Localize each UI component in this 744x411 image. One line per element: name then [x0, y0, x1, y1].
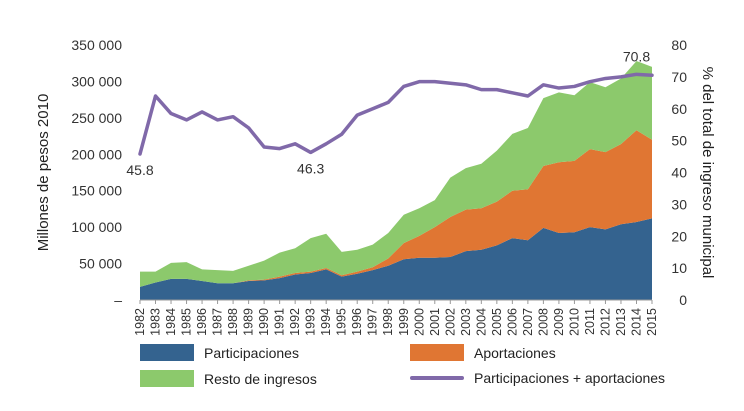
- area-series-participaciones: [140, 218, 652, 300]
- x-tick-label: 2014: [629, 308, 643, 336]
- legend: Participaciones Aportaciones Resto de in…: [140, 340, 700, 400]
- x-tick-label: 1987: [211, 308, 225, 336]
- x-tick-label: 1991: [273, 308, 287, 336]
- y-axis-title-left: Millones de pesos 2010: [35, 94, 52, 252]
- x-tick-label: 1982: [133, 308, 147, 336]
- y-tick-label-left: 300 000: [71, 73, 122, 89]
- y-tick-label-right: 30: [671, 196, 687, 212]
- x-tick-label: 1999: [397, 308, 411, 336]
- x-tick-label: 2000: [412, 308, 426, 336]
- legend-label-resto: Resto de ingresos: [204, 370, 317, 387]
- x-tick-label: 1990: [257, 308, 271, 336]
- y-tick-label-left: 150 000: [71, 183, 122, 199]
- annotation-label: 45.8: [126, 162, 153, 178]
- x-tick-label: 2015: [645, 308, 659, 336]
- x-tick-label: 1993: [304, 308, 318, 336]
- annotation-label: 46.3: [297, 160, 324, 176]
- y-tick-label-right: 80: [671, 37, 687, 53]
- y-tick-label-left: 100 000: [71, 219, 122, 235]
- y-axis-title-right: % del total de ingreso municipal: [699, 67, 716, 279]
- legend-swatch-aportaciones: [410, 344, 464, 361]
- x-tick-label: 2013: [614, 308, 628, 336]
- annotation-label: 70.8: [623, 48, 650, 64]
- legend-swatch-suma: [410, 376, 464, 380]
- area-series-aportaciones: [140, 130, 652, 287]
- x-tick-label: 1986: [195, 308, 209, 336]
- x-tick-label: 2007: [521, 308, 535, 336]
- legend-label-participaciones: Participaciones: [204, 344, 299, 361]
- x-tick-label: 2011: [583, 308, 597, 335]
- legend-swatch-resto: [140, 370, 194, 387]
- area-series-resto-de-ingresos: [140, 61, 652, 287]
- legend-item-resto: Resto de ingresos: [140, 370, 317, 387]
- x-tick-label: 1995: [335, 308, 349, 336]
- x-tick-label: 1996: [350, 308, 364, 336]
- y-tick-label-right: 70: [671, 69, 687, 85]
- x-tick-label: 1988: [226, 308, 240, 336]
- x-tick-label: 1997: [366, 308, 380, 336]
- y-tick-label-left: –: [114, 292, 122, 308]
- y-tick-label-right: 40: [671, 165, 687, 181]
- legend-label-aportaciones: Aportaciones: [474, 344, 556, 361]
- x-tick-label: 1994: [319, 308, 333, 336]
- y-tick-label-right: 60: [671, 101, 687, 117]
- x-tick-label: 2009: [552, 308, 566, 336]
- y-tick-label-right: 10: [671, 260, 687, 276]
- x-tick-label: 1983: [149, 308, 163, 336]
- x-tick-label: 1992: [288, 308, 302, 336]
- y-tick-label-right: 50: [671, 133, 687, 149]
- y-tick-label-left: 50 000: [79, 256, 122, 272]
- y-tick-label-left: 350 000: [71, 37, 122, 53]
- x-tick-label: 2010: [567, 308, 581, 336]
- legend-item-participaciones: Participaciones: [140, 344, 299, 361]
- x-tick-label: 2004: [474, 308, 488, 336]
- x-tick-label: 2008: [536, 308, 550, 336]
- legend-item-aportaciones: Aportaciones: [410, 344, 556, 361]
- x-tick-label: 2002: [443, 308, 457, 336]
- legend-item-suma: Participaciones + aportaciones: [410, 370, 665, 386]
- x-tick-label: 1984: [164, 308, 178, 336]
- y-tick-label-left: 200 000: [71, 146, 122, 162]
- legend-swatch-participaciones: [140, 344, 194, 361]
- x-tick-label: 2006: [505, 308, 519, 336]
- x-tick-label: 2003: [459, 308, 473, 336]
- x-tick-label: 2005: [490, 308, 504, 336]
- line-series-participaciones-aportaciones: [138, 72, 654, 156]
- x-tick-label: 2001: [428, 308, 442, 336]
- y-tick-label-right: 20: [671, 228, 687, 244]
- y-tick-label-left: 250 000: [71, 110, 122, 126]
- y-tick-label-right: 0: [679, 292, 687, 308]
- legend-label-suma: Participaciones + aportaciones: [474, 370, 666, 386]
- x-tick-label: 1989: [242, 308, 256, 336]
- x-tick-label: 2012: [598, 308, 612, 336]
- stacked-area-chart: – 50 000 100 000 150 000 200 000 250 000 300 0…: [35, 37, 716, 336]
- x-tick-label: 1998: [381, 308, 395, 336]
- x-tick-label: 1985: [180, 308, 194, 336]
